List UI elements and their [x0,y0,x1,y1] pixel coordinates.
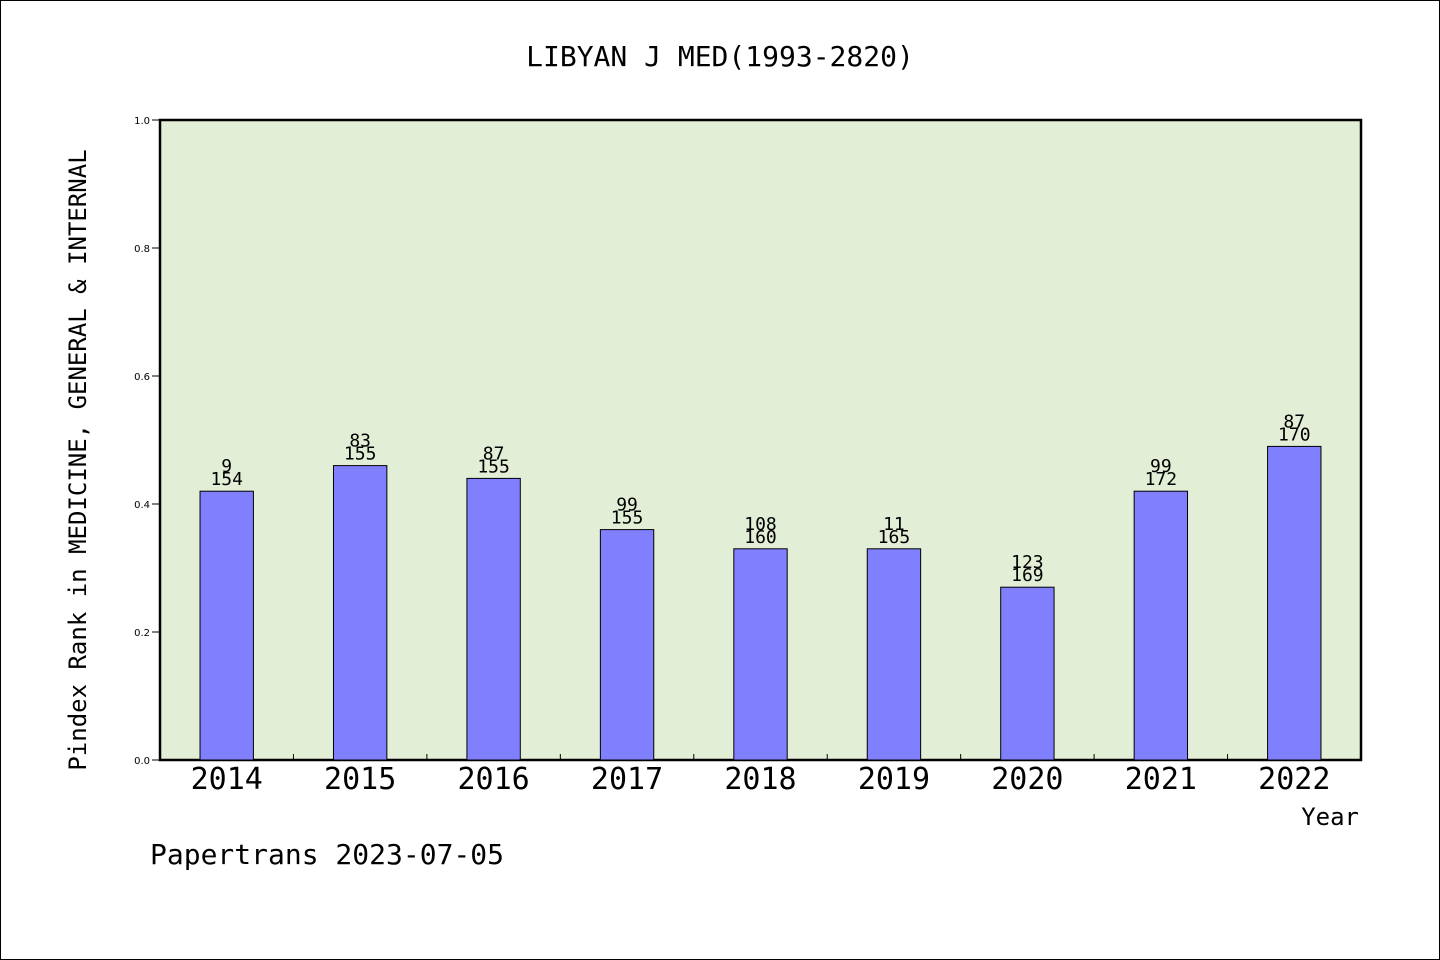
y-tick-label: 0.0 [134,756,150,767]
bar-rank-label: 99 [1150,456,1172,477]
x-tick-label: 2015 [324,762,396,797]
bar-rank-label: 108 [744,514,777,535]
bar-2019 [866,548,922,761]
bar-total-label: 160 [744,527,777,548]
bar-rank-label: 99 [616,495,638,516]
bar-2018 [733,548,788,761]
x-tick-label: 2021 [1125,762,1197,797]
bar-total-label: 155 [477,456,510,477]
bar-2017 [599,529,655,761]
bar-total-label: 155 [611,508,644,529]
y-tick-label: 0.4 [134,500,150,511]
bar-total-label: 154 [210,469,243,490]
x-tick-label: 2018 [724,762,796,797]
bar-rank-label: 87 [483,443,505,464]
bar-2015 [332,465,388,761]
bars: 1549155831558715599160108165111691231729… [199,411,1322,761]
x-tick-label: 2017 [591,762,663,797]
bar-total-label: 170 [1278,424,1311,445]
bar-total-label: 169 [1011,565,1044,586]
y-axis-title: Pindex Rank in MEDICINE, GENERAL & INTER… [64,149,92,770]
bar-rank-label: 11 [883,514,905,535]
x-axis-title: Year [1301,803,1359,831]
bar-rank-label: 123 [1011,552,1044,573]
bar-total-label: 155 [344,444,377,465]
y-tick-label: 0.2 [134,628,150,639]
chart-title: LIBYAN J MED(1993-2820) [526,40,914,73]
bar-rank-label: 83 [349,431,371,452]
x-tick-label: 2022 [1258,762,1330,797]
y-axis: 0.0 0.2 0.4 0.6 0.8 1.0 [134,116,160,767]
y-tick-label: 0.8 [134,244,150,255]
bar-2020 [1000,586,1055,761]
bar-2014 [199,490,254,761]
x-tick-label: 2016 [457,762,529,797]
footer-credit: Papertrans 2023-07-05 [150,838,504,871]
x-tick-label: 2014 [191,762,263,797]
bar-rank-label: 87 [1283,411,1305,432]
x-tick-label: 2020 [991,762,1063,797]
bar-2016 [466,477,521,761]
x-axis: 2014 2015 2016 2017 2018 2019 2020 2021 2022 [191,754,1330,797]
y-tick-label: 0.6 [134,372,150,383]
bar-2021 [1133,490,1189,761]
bar-total-label: 165 [878,527,911,548]
y-tick-label: 1.0 [134,116,150,127]
bar-rank-label: 9 [221,456,232,477]
x-tick-label: 2019 [858,762,930,797]
bar-2022 [1267,445,1322,761]
bar-total-label: 172 [1145,469,1178,490]
